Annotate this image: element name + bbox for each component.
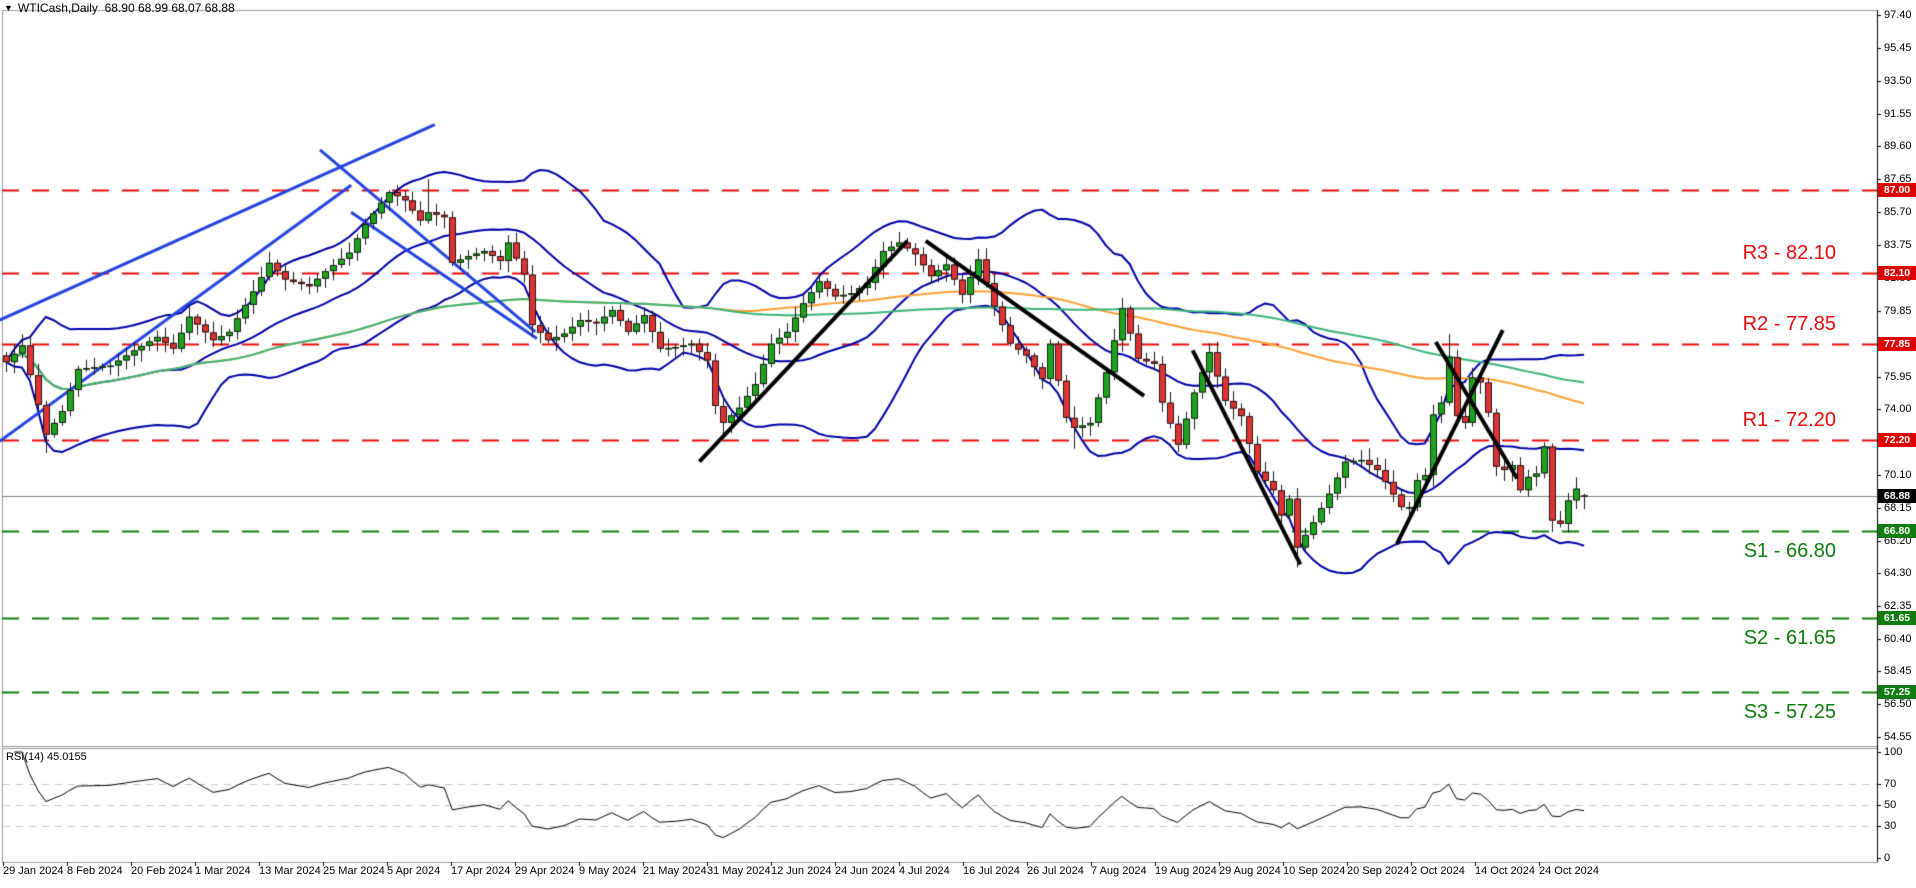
chart-symbol-dropdown-icon[interactable]: ▼ [4,3,13,13]
